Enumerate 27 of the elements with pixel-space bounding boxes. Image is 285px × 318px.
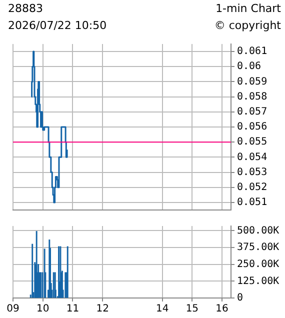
- text: 1-min Chart: [216, 2, 281, 15]
- y-tick-label: 0.054: [237, 152, 268, 163]
- chart-subtitle: 2026/07/22 10:50: [8, 19, 107, 32]
- x-tick-label: 16: [216, 304, 228, 315]
- text: © copyright: [214, 19, 281, 32]
- y-tick-label: 125.00K: [237, 276, 280, 287]
- y-tick-label: 0.057: [237, 106, 268, 118]
- y-tick-label: 0.056: [237, 122, 268, 133]
- y-tick-label: 375.00K: [237, 242, 280, 254]
- y-tick-label: 0.059: [237, 76, 268, 88]
- y-tick-label: 500.00K: [237, 225, 280, 236]
- x-tick-label: 14: [156, 304, 169, 315]
- y-tick-label: 0: [237, 292, 244, 304]
- y-tick-label: 250.00K: [237, 258, 280, 270]
- y-tick-label: 0.052: [237, 182, 268, 193]
- x-tick-label: 11: [66, 304, 80, 315]
- x-tick-label: 10: [36, 304, 50, 315]
- y-tick-label: 0.058: [237, 91, 268, 102]
- y-tick-label: 0.06: [237, 61, 262, 72]
- x-tick-label: 12: [96, 304, 109, 315]
- y-tick-label: 0.055: [237, 136, 268, 148]
- y-tick-label: 0.061: [237, 46, 268, 58]
- y-tick-label: 0.051: [237, 197, 268, 208]
- y-tick-label: 0.053: [237, 166, 268, 178]
- chart-title: 28883: [8, 2, 43, 15]
- x-tick-label: 15: [186, 304, 199, 315]
- x-tick-label: 09: [6, 304, 20, 315]
